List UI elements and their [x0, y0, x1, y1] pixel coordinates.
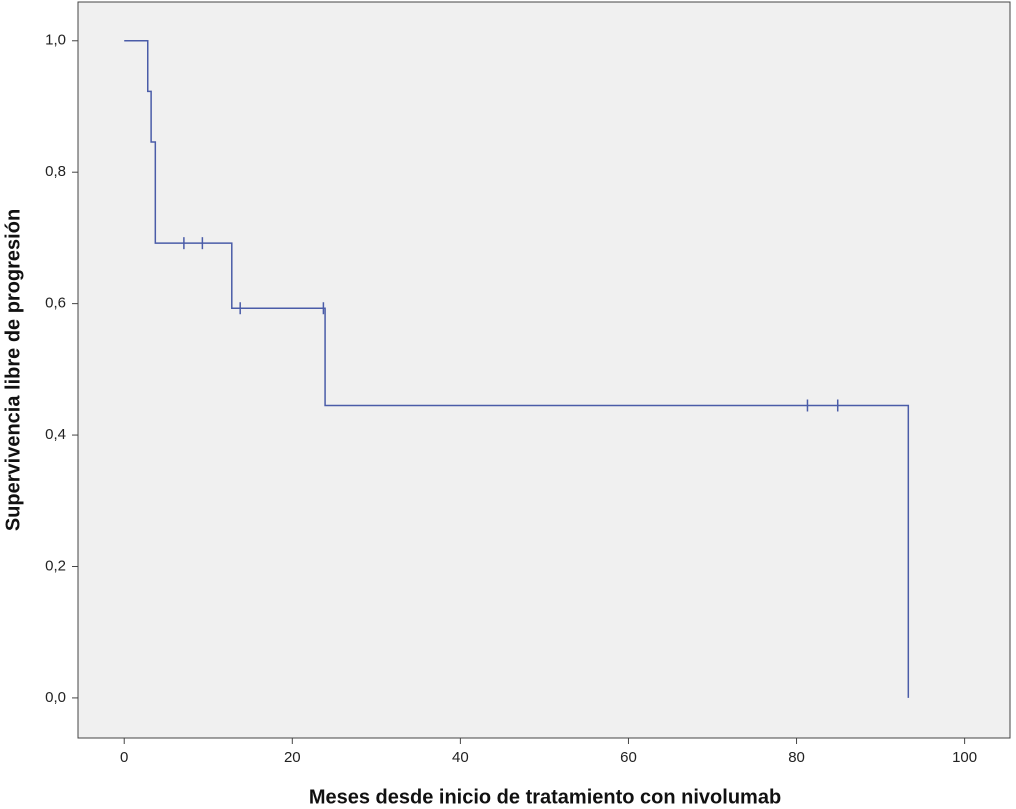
y-tick-label: 0,6 [45, 295, 66, 312]
x-axis-title: Meses desde inicio de tratamiento con ni… [309, 786, 781, 808]
plot-area [77, 1, 1011, 739]
x-tick-label: 60 [620, 749, 637, 766]
x-tick-label: 20 [284, 749, 301, 766]
y-tick-label: 0,2 [45, 557, 66, 574]
y-tick-label: 0,4 [45, 426, 66, 443]
x-tick-label: 100 [952, 749, 977, 766]
survival-curve [124, 40, 910, 698]
x-tick-label: 0 [120, 749, 128, 766]
x-tick-label: 80 [788, 749, 805, 766]
y-axis-title: Supervivencia libre de progresión [2, 209, 24, 531]
y-tick-label: 0,0 [45, 689, 66, 706]
y-tick-label: 0,8 [45, 163, 66, 180]
y-tick-label: 1,0 [45, 32, 66, 49]
x-tick-label: 40 [452, 749, 469, 766]
